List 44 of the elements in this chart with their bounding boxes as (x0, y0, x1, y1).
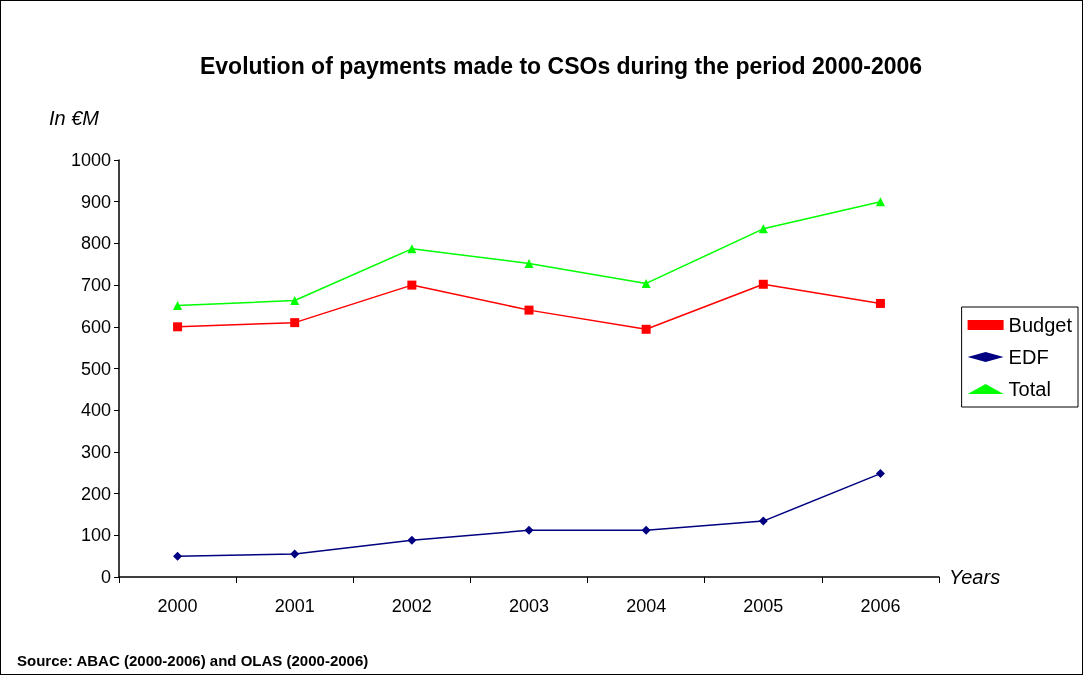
point (641, 324, 651, 334)
point (173, 301, 183, 311)
legend-label: Total (1008, 378, 1051, 400)
point (173, 322, 183, 332)
point (758, 516, 768, 526)
point (758, 279, 768, 289)
y-tick-label: 900 (80, 191, 111, 212)
point (290, 296, 300, 306)
y-tick-label: 800 (80, 233, 111, 254)
point (875, 298, 885, 308)
point (407, 280, 417, 290)
point (290, 318, 300, 328)
y-tick-label: 700 (80, 275, 111, 296)
y-axis-title: In €M (49, 107, 100, 129)
point (407, 535, 417, 545)
y-tick-label: 1000 (70, 150, 111, 170)
legend-label: EDF (1008, 346, 1049, 368)
y-tick-label: 0 (100, 567, 111, 587)
point (290, 549, 300, 559)
y-tick-label: 500 (80, 358, 111, 379)
x-axis-title: Years (949, 566, 1001, 588)
y-tick-label: 300 (80, 441, 111, 462)
x-tick-label: 2002 (391, 596, 432, 616)
y-tick-label: 100 (80, 525, 111, 546)
x-tick-label: 2001 (274, 596, 315, 616)
chart-title: Evolution of payments made to CSOs during the period 2000-2006 (199, 53, 923, 79)
point (875, 197, 885, 207)
point (875, 469, 885, 479)
x-tick-label: 2000 (157, 596, 198, 616)
x-tick-label: 2004 (626, 596, 667, 616)
point (641, 278, 651, 288)
y-tick-label: 400 (80, 400, 111, 421)
x-tick-label: 2005 (743, 596, 784, 616)
source-note: Source: ABAC (2000-2006) and OLAS (2000-2006) (17, 652, 369, 669)
x-tick-label: 2006 (860, 596, 901, 616)
point (524, 525, 534, 535)
point (641, 525, 651, 535)
point (524, 258, 534, 268)
y-tick-label: 600 (80, 316, 111, 337)
point (173, 551, 183, 561)
y-tick-label: 200 (80, 483, 111, 504)
legend-label: Budget (1008, 314, 1073, 336)
x-tick-label: 2003 (508, 596, 550, 616)
point (524, 305, 534, 315)
